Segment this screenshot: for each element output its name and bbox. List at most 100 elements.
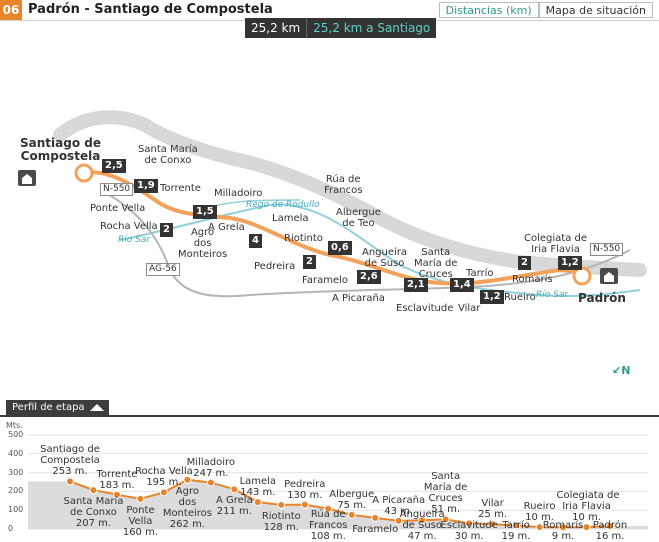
- profile-label-rueiro: Rueiro 10 m.: [523, 501, 556, 524]
- profile-label-torrente: Torrente 183 m.: [96, 468, 138, 491]
- profile-label-conxo: Santa María de Conxo 207 m.: [63, 496, 124, 530]
- y-tick-label: 300: [8, 467, 24, 477]
- map-graphics: [53, 110, 647, 298]
- segment-km: 2,5: [102, 159, 126, 173]
- segment-km: 2: [160, 223, 173, 237]
- end-marker: [572, 266, 592, 286]
- profile-label-tarrio: Tarrío 19 m.: [501, 520, 531, 542]
- profile-label-pedreira: Pedreira 130 m.: [284, 478, 326, 501]
- start-marker: [74, 163, 94, 183]
- place-vilar: Vilar: [458, 303, 481, 314]
- elevation-point: [488, 520, 497, 529]
- elevation-point: [136, 494, 145, 503]
- elevation-area: [28, 479, 648, 529]
- route-map[interactable]: Santiago de Compostela Padrón Santa Marí…: [0, 40, 659, 395]
- y-tick-label: 200: [8, 486, 24, 496]
- elevation-point: [465, 519, 474, 528]
- place-faramelo: Faramelo: [302, 275, 348, 286]
- y-tick-label: 0: [8, 524, 14, 533]
- elevation-point: [112, 490, 121, 499]
- segment-km: 2,6: [357, 270, 381, 284]
- stage-header: 06 Padrón - Santiago de Compostela Dista…: [0, 0, 659, 21]
- segment-km: 1,5: [193, 205, 217, 219]
- profile-label-cruces: Santa María de Cruces 51 m.: [423, 471, 468, 516]
- river-sar-label-east: Río Sar: [536, 290, 569, 300]
- place-milladoiro: Milladoiro: [214, 188, 263, 199]
- elevation-point: [324, 504, 333, 513]
- place-rocha-vella: Rocha Vella: [100, 221, 158, 232]
- profile-label-milladoiro: Milladoiro 247 m.: [186, 456, 236, 479]
- tab-distances[interactable]: Distancias (km): [438, 2, 539, 18]
- elevation-point: [300, 500, 309, 509]
- segment-km: 2: [518, 256, 531, 270]
- y-tick-label: 400: [8, 448, 24, 458]
- city-padron: Padrón: [578, 291, 626, 305]
- place-a-picarana: A Picaraña: [332, 293, 385, 304]
- city-santiago: Santiago de Compostela: [20, 136, 101, 163]
- profile-label-colegiata: Colegiata de Iria Flavia 10 m.: [556, 490, 620, 524]
- profile-label-a_grela: A Grela 211 m.: [215, 495, 253, 518]
- elevation-point: [253, 498, 262, 507]
- profile-label-faramelo: Faramelo: [352, 523, 399, 535]
- profile-label-romaris: Romarís 9 m.: [542, 520, 584, 542]
- elevation-point: [89, 486, 98, 495]
- distance-to-santiago: 25,2 km a Santiago: [306, 18, 437, 38]
- profile-label-angueira: Angueira de Suso 47 m.: [399, 509, 445, 542]
- place-agro-monteiros: Agro dos Monteiros: [178, 227, 228, 260]
- padron-city-icon: [600, 268, 618, 284]
- elevation-point: [159, 488, 168, 497]
- place-angueira-suso: Angueira de Suso: [362, 247, 408, 269]
- elevation-point: [230, 485, 239, 494]
- place-esclavitude: Esclavitude: [396, 303, 454, 314]
- segment-km: 1,2: [558, 256, 582, 270]
- road-ag56-label: AG-56: [146, 263, 180, 276]
- river-rodullo-label: Rego de Rodullo: [246, 200, 320, 210]
- place-torrente: Torrente: [160, 183, 201, 194]
- compass-north-icon: ↙N: [612, 364, 631, 377]
- santiago-city-icon: [18, 170, 36, 186]
- profile-label-picarana: A Picaraña 43 m.: [372, 494, 426, 517]
- segment-km: 2,1: [404, 278, 428, 292]
- segment-km: 0,6: [328, 241, 352, 255]
- place-rua-francos: Rúa de Francos: [324, 174, 363, 196]
- elevation-point: [347, 510, 356, 519]
- elevation-point: [394, 516, 403, 525]
- place-tarrio: Tarrío: [466, 268, 494, 279]
- stage-number: 06: [0, 0, 22, 20]
- road-n550-west: N-550: [100, 183, 134, 196]
- y-tick-label: 100: [8, 505, 24, 515]
- elevation-point: [418, 516, 427, 525]
- segment-km: 2: [303, 255, 316, 269]
- elevation-point: [582, 523, 591, 532]
- profile-tab[interactable]: Perfil de etapa: [6, 400, 109, 415]
- elevation-point: [559, 523, 568, 532]
- distance-summary: 25,2 km 25,2 km a Santiago: [245, 18, 437, 38]
- segment-km: 4: [249, 234, 262, 248]
- elevation-point: [535, 523, 544, 532]
- y-axis-unit: Mts.: [6, 421, 23, 430]
- place-santa-maria-cruces: Santa María de Cruces: [414, 247, 458, 280]
- elevation-profile: Mts. 500 400 300 200 100 0 Santiago de Compos…: [0, 415, 659, 542]
- road-n550-east: N-550: [590, 243, 624, 256]
- profile-label-esclavitude: Esclavitude 30 m.: [440, 520, 498, 542]
- profile-label-padron: Padrón 16 m.: [592, 520, 628, 542]
- place-santa-maria-conxo: Santa María de Conxo: [138, 144, 198, 166]
- profile-label-santiago: Santiago de Compostela 253 m.: [40, 444, 100, 478]
- elevation-point: [183, 475, 192, 484]
- place-a-grela: A Grela: [208, 222, 245, 233]
- river-sar-label-west: Río Sar: [118, 235, 151, 245]
- y-tick-label: 500: [8, 430, 24, 439]
- elevation-point: [277, 500, 286, 509]
- place-colegiata-iria-flavia: Colegiata de Iria Flavia: [524, 233, 588, 255]
- place-lamela: Lamela: [272, 213, 309, 224]
- place-pedreira: Pedreira: [254, 261, 296, 272]
- elevation-point: [512, 521, 521, 530]
- tab-situation-map[interactable]: Mapa de situación: [538, 2, 653, 18]
- view-tabs: Distancias (km) Mapa de situación: [438, 2, 653, 18]
- segment-km: 1,4: [450, 278, 474, 292]
- elevation-chart: [28, 434, 648, 532]
- profile-label-riotinto: Riotinto 128 m.: [261, 510, 301, 533]
- profile-label-vilar: Vilar 25 m.: [478, 498, 507, 521]
- profile-label-rocha_vella: Rocha Vella 195 m.: [135, 466, 193, 489]
- place-romaris: Romarís: [512, 274, 553, 285]
